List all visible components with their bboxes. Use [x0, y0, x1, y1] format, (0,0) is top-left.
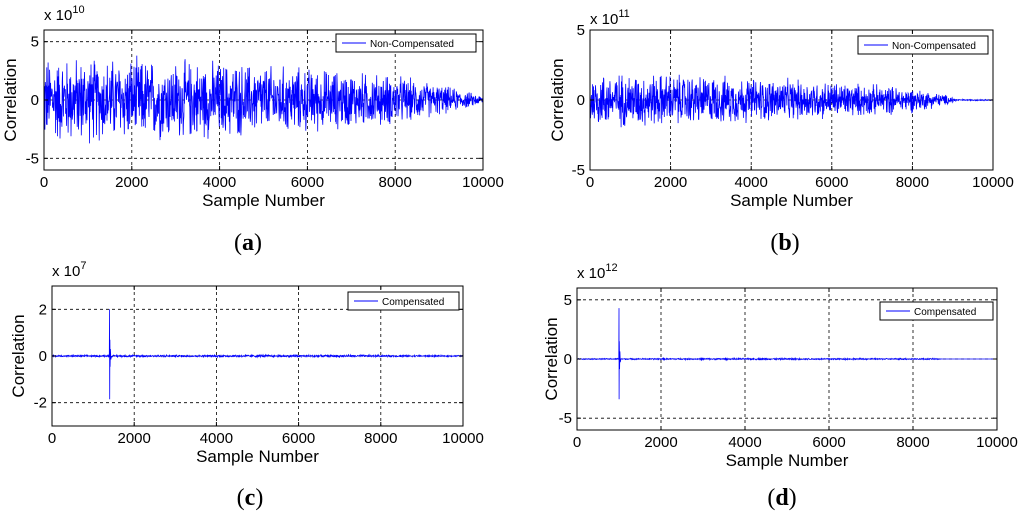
panel-label-letter: c: [245, 485, 256, 511]
y-exponent-base: x 10: [577, 265, 605, 282]
y-exponent-power: 12: [605, 262, 617, 274]
x-tick-label: 2000: [654, 174, 687, 191]
x-tick-label: 6000: [812, 434, 845, 451]
legend-label: Compensated: [914, 307, 976, 318]
y-tick-label: 0: [39, 348, 47, 365]
panel-label: (d): [767, 485, 796, 511]
x-tick-label: 4000: [200, 430, 233, 447]
x-tick-label: 6000: [291, 174, 324, 191]
x-tick-label: 8000: [896, 434, 929, 451]
x-tick-label: 0: [40, 174, 48, 191]
y-exponent-power: 11: [618, 8, 629, 20]
y-tick-label: -5: [559, 410, 572, 427]
legend-label: Non-Compensated: [370, 39, 454, 50]
y-tick-label: -2: [34, 395, 47, 412]
y-exponent-base: x 10: [52, 263, 80, 280]
legend-box: [857, 35, 989, 55]
panel-label-letter: b: [778, 230, 791, 256]
series-line-1: [576, 308, 997, 400]
legend-box: [879, 301, 994, 321]
legend-box: [335, 33, 477, 53]
x-axis-label: Sample Number: [730, 191, 853, 210]
x-tick-label: 0: [573, 434, 581, 451]
series-line-1: [43, 55, 484, 144]
y-exponent-power: 7: [80, 260, 86, 272]
x-tick-label: 8000: [379, 174, 412, 191]
x-tick-label: 10000: [972, 174, 1014, 191]
panel-label: (a): [234, 230, 262, 256]
panel-label: (c): [237, 485, 264, 511]
x-tick-label: 10000: [976, 434, 1018, 451]
y-tick-label: 5: [577, 22, 585, 39]
y-tick-label: 0: [577, 92, 585, 109]
x-tick-label: 2000: [115, 174, 148, 191]
y-tick-label: 5: [31, 34, 39, 51]
x-tick-label: 6000: [282, 430, 315, 447]
legend-label: Non-Compensated: [892, 41, 976, 52]
x-tick-label: 10000: [442, 430, 484, 447]
x-axis-label: Sample Number: [726, 451, 849, 470]
y-tick-label: -5: [26, 150, 39, 167]
panel-label-open: (: [237, 485, 245, 511]
y-tick-label: 5: [564, 292, 572, 309]
panel-label-letter: d: [775, 485, 789, 511]
x-tick-label: 4000: [735, 174, 768, 191]
y-exponent: x 107: [52, 260, 86, 280]
y-axis-label: Correlation: [9, 314, 28, 397]
y-exponent-base: x 10: [44, 7, 72, 24]
panel-label-close: ): [792, 230, 800, 256]
panel-label-open: (: [767, 485, 775, 511]
panel-label-open: (: [234, 230, 242, 256]
series-line-1: [589, 74, 994, 128]
panel-label-letter: a: [242, 230, 254, 256]
y-exponent: x 1010: [44, 4, 85, 24]
chart-panel-c: 0 2000 4000 6000 8000 10000 -2 0 2 x 107 Sample Nu…: [9, 260, 484, 511]
panel-label-close: ): [255, 485, 263, 511]
x-tick-label: 4000: [728, 434, 761, 451]
legend-box: [347, 291, 460, 311]
x-tick-label: 0: [586, 174, 594, 191]
y-exponent: x 1012: [577, 262, 618, 282]
y-tick-label: 0: [564, 351, 572, 368]
y-tick-label: -5: [572, 162, 585, 179]
y-tick-label: 0: [31, 92, 39, 109]
x-tick-label: 0: [48, 430, 56, 447]
x-tick-label: 8000: [896, 174, 929, 191]
x-tick-label: 10000: [462, 174, 504, 191]
legend-label: Compensated: [382, 297, 444, 308]
x-tick-label: 2000: [118, 430, 151, 447]
x-axis-label: Sample Number: [202, 191, 325, 210]
y-axis-label: Correlation: [548, 58, 567, 141]
x-tick-label: 8000: [364, 430, 397, 447]
y-tick-label: 2: [39, 301, 47, 318]
panel-label-close: ): [254, 230, 262, 256]
x-tick-label: 4000: [203, 174, 236, 191]
y-exponent-power: 10: [72, 4, 84, 16]
panel-label-close: ): [789, 485, 797, 511]
y-axis-label: Correlation: [1, 58, 20, 141]
x-tick-label: 2000: [644, 434, 677, 451]
y-exponent: x 1011: [590, 8, 630, 28]
x-axis-label: Sample Number: [196, 447, 319, 466]
x-tick-label: 6000: [815, 174, 848, 191]
y-exponent-base: x 10: [590, 11, 618, 28]
panel-label: (b): [770, 230, 799, 256]
y-axis-label: Correlation: [542, 317, 561, 400]
panel-label-open: (: [770, 230, 778, 256]
series-line-1: [51, 309, 464, 400]
